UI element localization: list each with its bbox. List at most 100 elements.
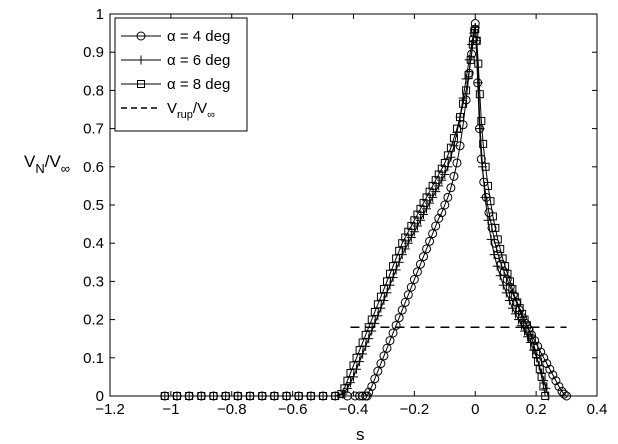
data-point-square — [370, 307, 379, 316]
data-point-circle — [379, 351, 389, 361]
data-point-circle — [388, 328, 398, 338]
y-tick-label: 0.1 — [83, 350, 104, 367]
data-point-circle — [422, 244, 432, 254]
data-point-square — [137, 80, 145, 88]
legend-label: α = 4 deg — [167, 28, 230, 45]
data-point-square — [475, 90, 484, 99]
data-point-square — [525, 327, 534, 336]
y-tick-label: 0.4 — [83, 235, 104, 252]
data-point-square — [505, 277, 514, 286]
data-point-square — [501, 262, 510, 271]
y-tick-label: 0 — [96, 388, 104, 405]
data-point-circle — [502, 274, 512, 284]
data-point-plus — [492, 261, 502, 271]
y-axis-label-subscript: N — [35, 161, 44, 176]
data-point-circle — [559, 389, 569, 399]
y-axis-label: VN/V∞ — [24, 152, 70, 176]
y-tick-label: 0.7 — [83, 121, 104, 138]
legend-item: Vrup/V∞ — [121, 100, 215, 121]
data-point-square — [443, 151, 452, 160]
data-point-square — [466, 55, 475, 64]
data-point-plus — [507, 303, 517, 313]
data-point-square — [471, 25, 480, 34]
data-point-circle — [446, 183, 456, 193]
x-tick-label: 0.4 — [587, 401, 608, 418]
y-tick-label: 0.6 — [83, 159, 104, 176]
data-point-circle — [370, 374, 380, 384]
data-point-circle — [443, 192, 453, 202]
data-point-square — [464, 71, 473, 80]
data-point-square — [386, 269, 395, 278]
data-point-square — [449, 134, 458, 143]
data-point-circle — [419, 252, 429, 262]
data-point-square — [539, 382, 548, 391]
data-point-circle — [431, 221, 441, 231]
data-point-circle — [551, 376, 561, 386]
data-point-circle — [434, 213, 444, 223]
y-axis-label-infinity: ∞ — [61, 161, 70, 176]
data-point-square — [532, 349, 541, 358]
data-point-circle — [545, 364, 555, 374]
x-axis-label: s — [356, 425, 365, 444]
data-point-square — [346, 369, 355, 378]
data-point-square — [530, 342, 539, 351]
data-point-circle — [406, 282, 416, 292]
axis-ticks: −1.2 −1 −0.8 −0.6 −0.4 −0.2 0 0.2 0.4 0 0.1 0.2 0.3 0… — [83, 6, 607, 418]
data-point-square — [477, 116, 486, 125]
data-point-circle — [391, 320, 401, 330]
data-point-square — [481, 162, 490, 171]
data-point-square — [472, 36, 481, 45]
data-point-square — [488, 212, 497, 221]
data-point-square — [479, 139, 488, 148]
data-point-square — [491, 223, 500, 232]
data-point-square — [456, 113, 465, 122]
data-point-square — [440, 158, 449, 167]
data-point-square — [486, 197, 495, 206]
data-point-square — [513, 298, 522, 307]
data-point-square — [459, 99, 468, 108]
data-point-circle — [437, 208, 447, 218]
data-point-plus — [495, 271, 505, 281]
data-point-circle — [397, 305, 407, 315]
data-point-square — [340, 384, 349, 393]
x-tick-label: 0.2 — [526, 401, 547, 418]
data-point-square — [358, 338, 367, 347]
data-point-plus — [475, 124, 485, 134]
data-point-square — [395, 246, 404, 255]
legend-item: α = 4 deg — [121, 28, 230, 45]
data-point-plus — [473, 78, 483, 88]
data-point-circle — [557, 386, 567, 396]
legend-item: α = 8 deg — [121, 76, 230, 93]
data-point-circle — [367, 381, 377, 391]
data-point-circle — [415, 259, 425, 269]
data-point-circle — [403, 290, 413, 300]
data-point-circle — [385, 336, 395, 346]
data-point-square — [527, 334, 536, 343]
data-point-circle — [136, 31, 146, 41]
y-tick-label: 0.3 — [83, 273, 104, 290]
data-point-square — [496, 244, 505, 253]
data-point-square — [518, 309, 527, 318]
x-tick-label: −0.2 — [400, 401, 430, 418]
x-tick-label: −1.2 — [95, 401, 125, 418]
data-point-plus — [136, 55, 146, 65]
data-point-circle — [449, 171, 459, 181]
data-point-square — [389, 262, 398, 271]
data-point-circle — [373, 366, 383, 376]
data-point-square — [522, 321, 531, 330]
data-point-circle — [428, 229, 438, 239]
data-point-square — [376, 292, 385, 301]
y-tick-label: 0.5 — [83, 197, 104, 214]
data-point-circle — [536, 347, 546, 357]
x-tick-label: −1 — [162, 401, 179, 418]
data-point-circle — [400, 297, 410, 307]
data-point-square — [510, 292, 519, 301]
data-point-square — [484, 181, 493, 190]
data-point-plus — [541, 383, 551, 393]
data-point-circle — [452, 158, 462, 168]
data-point-circle — [542, 359, 552, 369]
data-point-circle — [412, 267, 422, 277]
y-tick-label: 0.8 — [83, 82, 104, 99]
data-point-circle — [548, 370, 558, 380]
